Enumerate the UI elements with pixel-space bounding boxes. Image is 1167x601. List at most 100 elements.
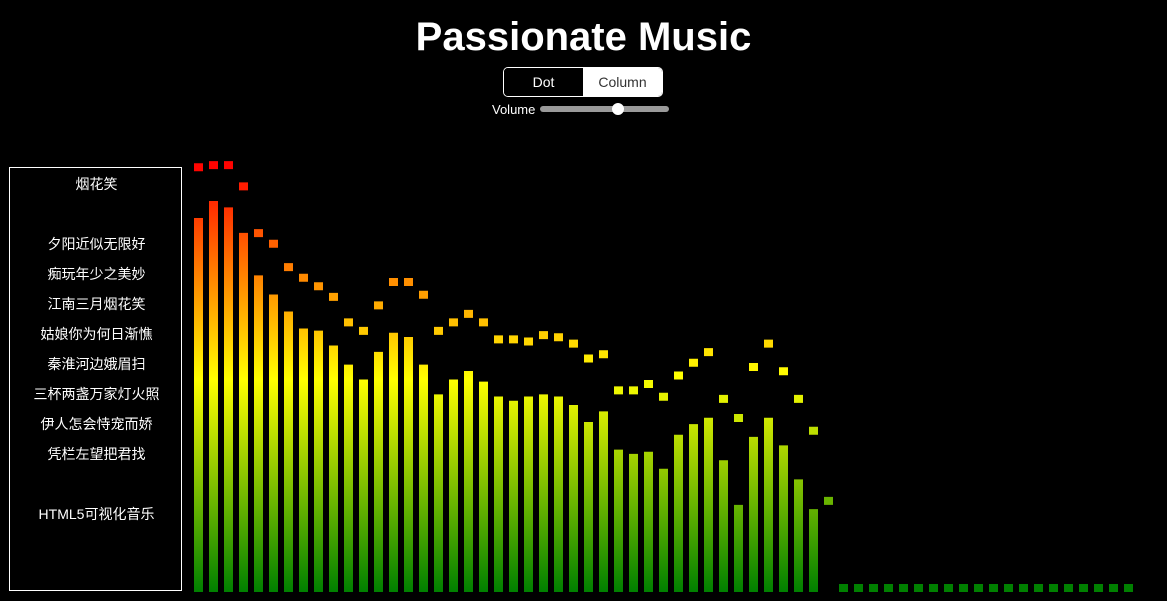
- spectrum-bar: [779, 445, 788, 592]
- spectrum-bar: [224, 207, 233, 592]
- volume-control: Volume: [492, 100, 670, 118]
- spectrum-bar: [569, 405, 578, 592]
- spectrum-peak-dot: [914, 584, 923, 592]
- spectrum-peak-dot: [359, 326, 368, 335]
- spectrum-bar: [644, 451, 653, 592]
- spectrum-peak-dot: [809, 426, 818, 435]
- spectrum-peak-dot: [479, 318, 488, 327]
- spectrum-peak-dot: [764, 339, 773, 348]
- spectrum-bar: [719, 460, 728, 592]
- spectrum-bar: [809, 509, 818, 592]
- spectrum-bar: [539, 394, 548, 592]
- spectrum-peak-dot: [749, 363, 758, 371]
- spectrum-bar: [359, 379, 368, 592]
- spectrum-peak-dot: [644, 380, 653, 388]
- song-item[interactable]: 伊人怎会恃宠而娇: [40, 416, 153, 432]
- spectrum-bar: [434, 394, 443, 592]
- spectrum-bar: [524, 396, 533, 592]
- spectrum-bar: [584, 422, 593, 592]
- spectrum-bar: [464, 371, 473, 592]
- spectrum-peak-dot: [704, 348, 713, 357]
- spectrum-bar: [764, 417, 773, 592]
- spectrum-peak-dot: [929, 584, 938, 592]
- spectrum-peak-dot: [194, 163, 203, 172]
- spectrum-peak-dot: [389, 278, 398, 286]
- spectrum-bars: [194, 201, 818, 592]
- spectrum-peak-dot: [404, 278, 413, 286]
- spectrum-peak-dot: [554, 333, 563, 342]
- spectrum-bar: [209, 201, 218, 592]
- spectrum-peak-dot: [1019, 584, 1028, 592]
- page-title: Passionate Music: [415, 15, 752, 59]
- spectrum-peak-dot: [224, 161, 233, 170]
- spectrum-bar: [629, 453, 638, 592]
- spectrum-bar: [389, 332, 398, 592]
- song-item[interactable]: 凭栏左望把君找: [47, 446, 146, 462]
- spectrum-peak-dot: [944, 584, 953, 592]
- spectrum-peak-dots: [194, 161, 1133, 592]
- spectrum-peak-dot: [329, 292, 338, 301]
- spectrum-peak-dot: [374, 301, 383, 310]
- song-item[interactable]: HTML5可视化音乐: [38, 506, 155, 522]
- spectrum-bar: [239, 232, 248, 592]
- spectrum-bar: [194, 218, 203, 592]
- spectrum-bar: [269, 294, 278, 592]
- spectrum-bar: [674, 434, 683, 592]
- spectrum-peak-dot: [629, 386, 638, 395]
- spectrum-bar: [599, 411, 608, 592]
- spectrum-peak-dot: [599, 350, 608, 359]
- spectrum-peak-dot: [1094, 584, 1103, 592]
- song-list-panel: 烟花笑夕阳近似无限好 痴玩年少之美妙 江南三月烟花笑 姑娘你为何日渐憔 秦淮河边娥眉扫三…: [9, 167, 182, 591]
- spectrum-peak-dot: [824, 496, 833, 505]
- spectrum-peak-dot: [734, 414, 743, 422]
- spectrum-peak-dot: [299, 273, 308, 282]
- spectrum-peak-dot: [614, 386, 623, 395]
- spectrum-peak-dot: [689, 358, 698, 367]
- song-item[interactable]: 三杯两盏万家灯火照: [33, 386, 160, 402]
- spectrum-peak-dot: [494, 335, 503, 344]
- spectrum-peak-dot: [1064, 584, 1073, 592]
- spectrum-peak-dot: [854, 584, 863, 592]
- spectrum-peak-dot: [539, 331, 548, 340]
- spectrum-bar: [419, 364, 428, 592]
- spectrum-peak-dot: [344, 318, 353, 327]
- volume-slider[interactable]: [540, 103, 670, 115]
- spectrum-bar: [794, 479, 803, 592]
- column-mode-button[interactable]: Column: [583, 68, 662, 96]
- spectrum-bar: [509, 400, 518, 592]
- spectrum-peak-dot: [254, 229, 263, 238]
- spectrum-peak-dot: [794, 394, 803, 403]
- spectrum-peak-dot: [524, 337, 533, 346]
- spectrum-peak-dot: [989, 584, 998, 592]
- spectrum-peak-dot: [869, 584, 878, 592]
- visualizer-mode-toggle: Dot Column: [503, 67, 663, 97]
- spectrum-peak-dot: [659, 392, 668, 401]
- spectrum-peak-dot: [1079, 584, 1088, 592]
- song-item[interactable]: 烟花笑: [75, 176, 118, 192]
- spectrum-bar: [254, 275, 263, 592]
- spectrum-peak-dot: [884, 584, 893, 592]
- spectrum-peak-dot: [719, 394, 728, 403]
- spectrum-bar: [404, 337, 413, 592]
- spectrum-peak-dot: [509, 335, 518, 344]
- spectrum-bar: [314, 330, 323, 592]
- spectrum-bar: [494, 396, 503, 592]
- song-item[interactable]: 姑娘你为何日渐憔: [40, 326, 153, 342]
- song-item[interactable]: 夕阳近似无限好: [47, 236, 146, 252]
- spectrum-bar: [329, 345, 338, 592]
- dot-mode-button[interactable]: Dot: [504, 68, 583, 96]
- song-item[interactable]: 痴玩年少之美妙: [47, 266, 146, 282]
- spectrum-peak-dot: [269, 239, 278, 248]
- song-item[interactable]: 秦淮河边娥眉扫: [47, 356, 146, 372]
- spectrum-peak-dot: [1049, 584, 1058, 592]
- volume-slider-thumb[interactable]: [611, 103, 624, 115]
- spectrum-bar: [659, 468, 668, 592]
- spectrum-bar: [344, 364, 353, 592]
- spectrum-peak-dot: [1124, 584, 1133, 592]
- spectrum-bar: [614, 449, 623, 592]
- spectrum-bar: [449, 379, 458, 592]
- spectrum-peak-dot: [839, 584, 848, 592]
- song-item[interactable]: 江南三月烟花笑: [47, 296, 146, 312]
- spectrum-peak-dot: [974, 584, 983, 592]
- spectrum-peak-dot: [899, 584, 908, 592]
